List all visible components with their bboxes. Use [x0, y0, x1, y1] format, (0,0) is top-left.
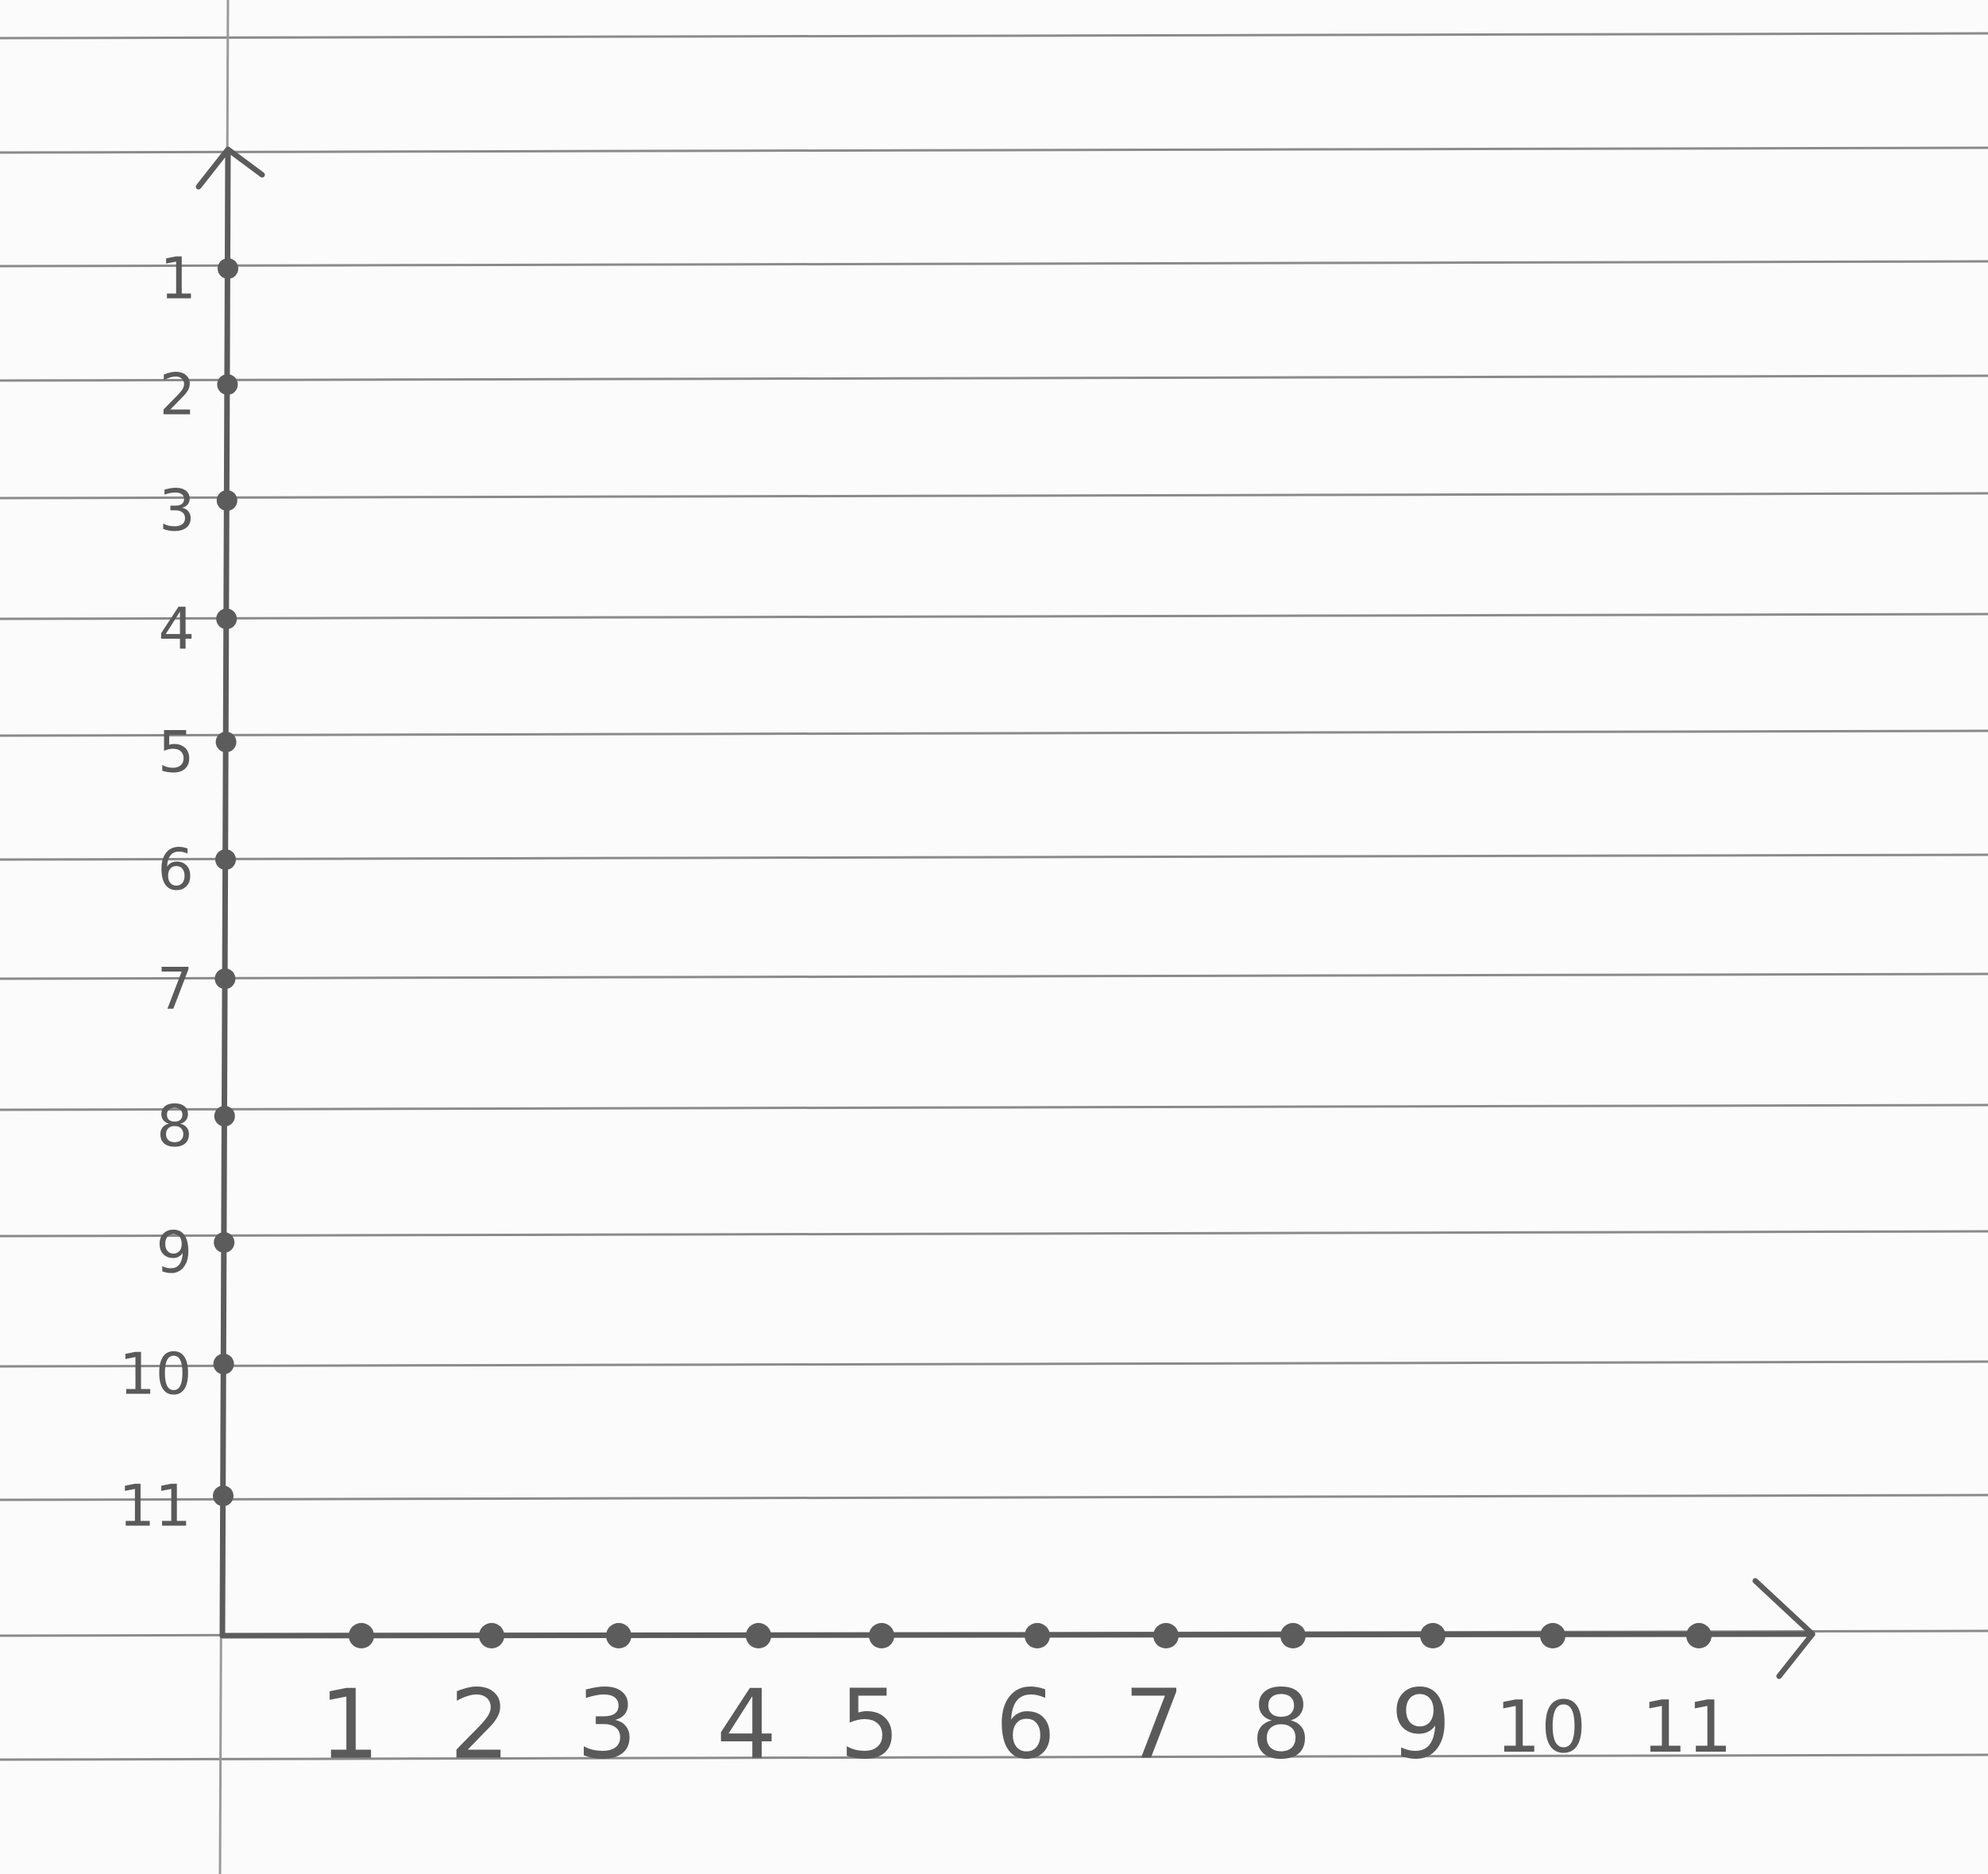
- paper-line: [0, 1230, 1988, 1238]
- y-tick-label: 11: [118, 1473, 191, 1540]
- y-tick-dot: [218, 258, 238, 279]
- y-arrow: [195, 146, 265, 190]
- x-tick-dot: [746, 1623, 771, 1648]
- x-tick-dot: [349, 1623, 374, 1648]
- y-tick-label: 6: [157, 837, 194, 903]
- y-tick-label: 7: [157, 956, 194, 1022]
- paper-line: [0, 612, 1988, 620]
- x-tick-label: 4: [716, 1671, 777, 1781]
- paper-line: [0, 260, 1988, 268]
- y-tick-label: 4: [158, 596, 195, 663]
- y-tick-label: 10: [119, 1341, 192, 1408]
- x-tick-dot: [1153, 1623, 1179, 1648]
- paper-line: [0, 1360, 1988, 1368]
- x-tick-label: 1: [319, 1671, 380, 1781]
- x-tick-label: 6: [995, 1671, 1056, 1781]
- x-tick-dot: [1540, 1623, 1565, 1648]
- x-tick-dot: [1025, 1623, 1050, 1648]
- x-tick-label: 8: [1251, 1671, 1311, 1781]
- y-tick-dot: [214, 1106, 235, 1126]
- y-tick-label: 1: [160, 245, 196, 312]
- y-tick-label: 5: [158, 719, 195, 786]
- x-tick-label: 10: [1496, 1686, 1587, 1769]
- y-tick-dot: [213, 1486, 234, 1506]
- paper-line: [0, 492, 1988, 500]
- paper-line: [0, 1493, 1988, 1501]
- x-tick-dot: [1280, 1623, 1306, 1648]
- y-tick-dot: [215, 732, 237, 752]
- y-tick-dot: [214, 1232, 235, 1253]
- y-tick-dot: [217, 374, 238, 395]
- x-tick-dot: [1420, 1623, 1446, 1648]
- x-tick-dot: [606, 1623, 631, 1648]
- y-tick-label: 9: [156, 1219, 192, 1286]
- y-tick-dot: [215, 849, 236, 870]
- y-tick-label: 8: [156, 1093, 193, 1160]
- x-tick-label: 3: [577, 1671, 637, 1781]
- paper-line: [0, 853, 1988, 861]
- paper-line: [0, 729, 1988, 737]
- x-tick-label: 2: [450, 1671, 510, 1781]
- x-tick-label: 11: [1642, 1686, 1733, 1769]
- y-tick-dot: [216, 609, 237, 629]
- y-tick-dot: [213, 1354, 234, 1374]
- paper-line: [0, 32, 1988, 40]
- paper-line: [0, 972, 1988, 980]
- x-tick-label: 9: [1391, 1671, 1451, 1781]
- y-tick-dot: [216, 490, 237, 511]
- x-tick-dot: [869, 1623, 894, 1648]
- y-tick-label: 2: [160, 361, 196, 428]
- paper-line: [0, 374, 1988, 382]
- paper-line: [0, 1753, 1988, 1761]
- x-tick-dot: [1686, 1623, 1712, 1648]
- y-tick-dot: [214, 968, 236, 989]
- x-arrow: [1752, 1578, 1816, 1679]
- paper-line: [0, 1103, 1988, 1111]
- paper-line: [0, 146, 1988, 154]
- x-tick-label: 5: [840, 1671, 900, 1781]
- x-tick-label: 7: [1124, 1671, 1184, 1781]
- y-tick-label: 3: [159, 477, 195, 544]
- x-tick-dot: [479, 1623, 504, 1648]
